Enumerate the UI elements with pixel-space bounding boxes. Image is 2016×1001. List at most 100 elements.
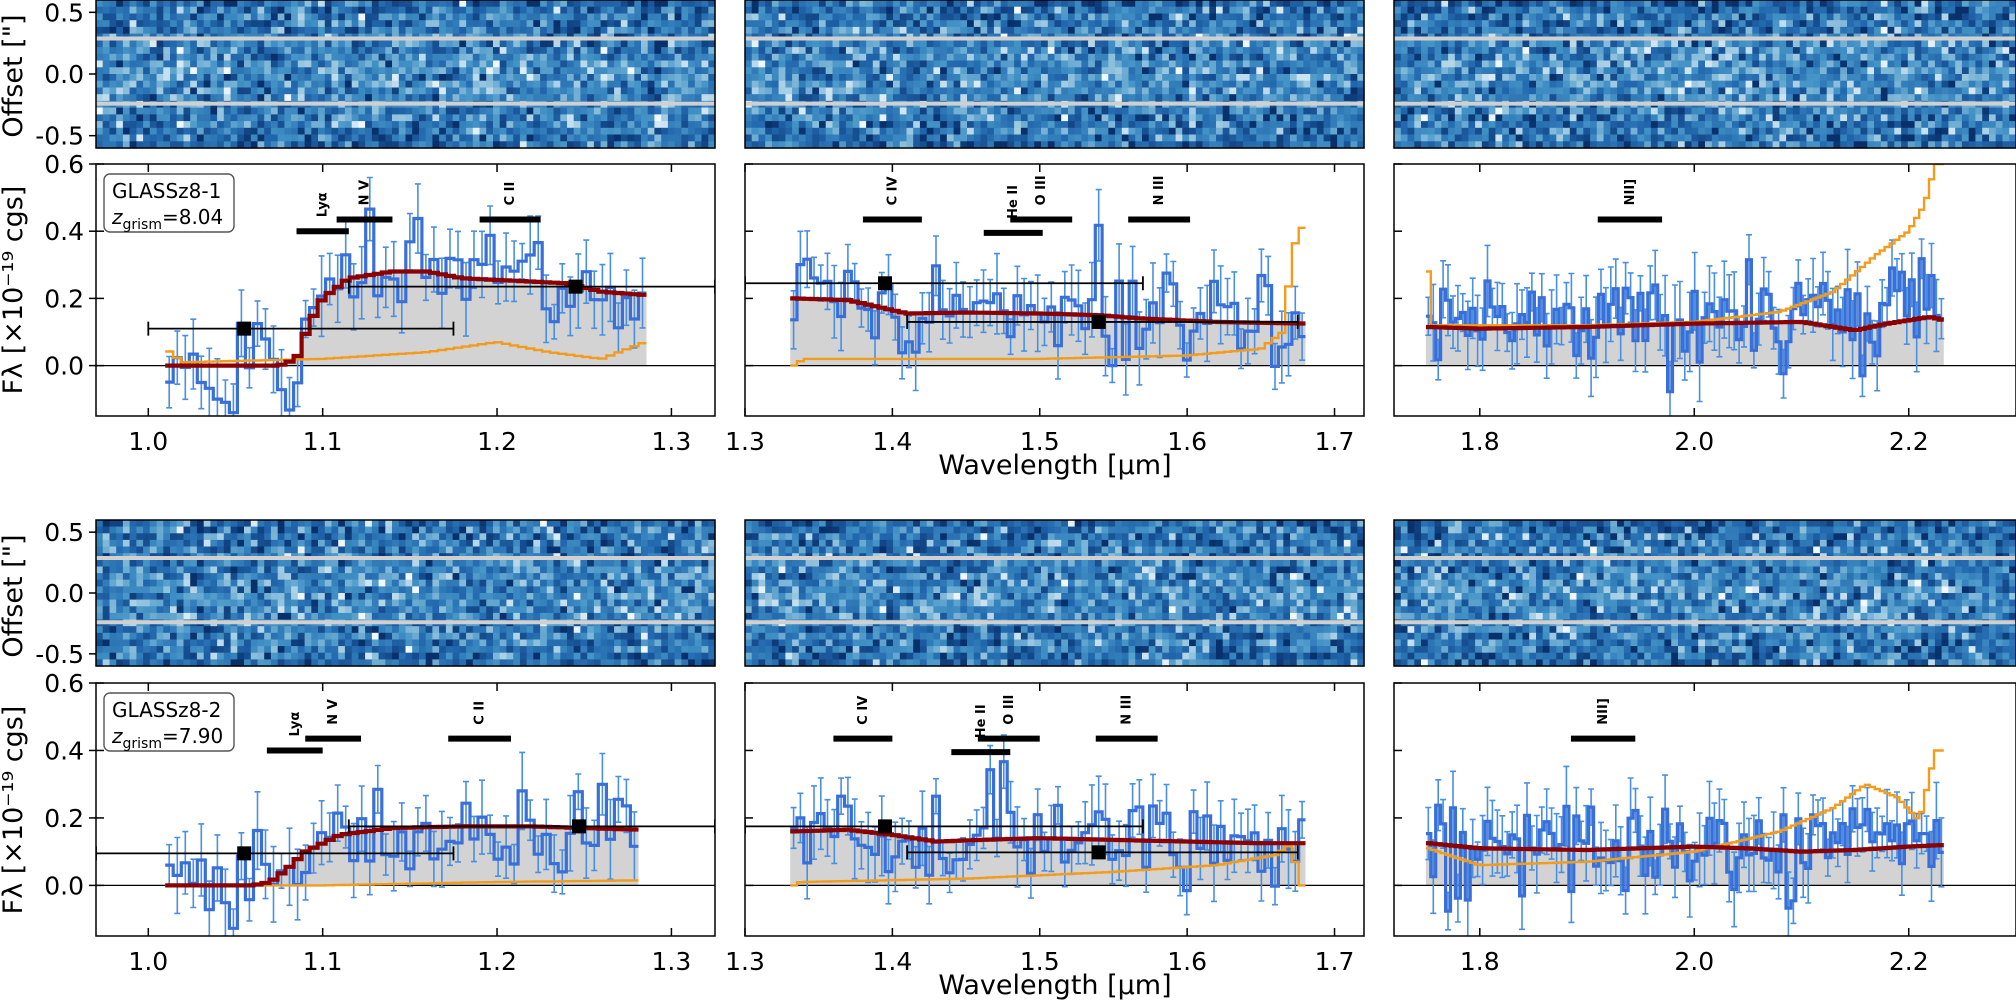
xlabel-top: Wavelength [μm] [938,450,1171,481]
flux-tick-label: 0.2 [44,284,84,313]
contamination-model [165,879,639,887]
emission-line-label: O III [1034,175,1049,205]
x-tick-label: 2.2 [1889,947,1929,976]
emission-line-marker: He II [951,704,1011,756]
photometry-point [347,819,715,834]
photometry-point [906,314,1299,329]
spectrum-2d-r1-c1 [744,519,1365,667]
object-name: GLASSz8-2 [112,698,221,722]
flux-ylabel-top: Fλ [×10⁻¹⁹ cgs] [0,186,29,395]
x-tick-label: 1.6 [1167,427,1207,456]
object-redshift: zgrism=7.90 [111,724,223,752]
offset-ylabel-top: Offset ["] [0,14,29,137]
spectrum-1d-r0-c1: C IV He II O III N III 1.3 1.4 1.5 1.6 1.7 [725,163,1365,456]
x-tick-label: 1.4 [872,427,912,456]
offset-ylabel-bottom: Offset ["] [0,534,29,657]
emission-line-label: N V [358,180,373,205]
x-tick-label: 1.8 [1460,427,1500,456]
model-fill [165,271,647,366]
photometry-point [745,276,1144,291]
x-tick-label: 1.5 [1020,427,1060,456]
emission-line-label: Lyα [288,712,303,737]
emission-line-marker: N V [336,180,393,223]
spectrum-1d-frame [744,163,1365,417]
photometry-point [147,321,455,336]
spectrum-1d-r1-c1: C IV He II O III N III 1.3 1.4 1.5 1.6 1.7 [725,682,1365,976]
emission-line-marker: N V [305,699,362,742]
observed-spectrum [1425,257,1944,394]
x-tick-label: 1.0 [128,947,168,976]
best-fit-model [1425,841,1944,854]
spectrum-1d-frame [95,163,716,417]
offset-tick-label: -0.5 [35,122,84,151]
x-tick-label: 1.3 [652,947,692,976]
best-fit-model [165,824,639,888]
spectrum-2d-r1-c0 [95,519,716,667]
x-tick-label: 1.5 [1020,947,1060,976]
emission-line-label: NII] [1623,179,1638,206]
flux-tick-label: 0.2 [44,804,84,833]
x-tick-label: 1.0 [128,427,168,456]
emission-line-marker: O III [977,695,1040,742]
x-tick-label: 1.6 [1167,947,1207,976]
spectrum-1d-r0-c0: Lyα N V C II 1.0 1.1 1.2 1.3 0.6 0.4 0.2 0.0 GLASSz… [44,150,716,456]
emission-line-marker: C IV [833,696,893,742]
flux-tick-label: 0.6 [44,669,84,698]
flux-tick-label: 0.4 [44,217,84,246]
spectrum-1d-r1-c2: NII] 1.8 2.0 2.2 [1393,682,2016,976]
spectrum-2d-pixels-r1-c0 [96,520,716,667]
object-row-glassz8-1: 0.5 0.0 -0.5 Lyα N V C II 1.0 1.1 1.2 1.3 0.6 0.4 0.… [35,0,2016,456]
xlabel-bottom: Wavelength [μm] [938,970,1171,1001]
spectrum-1d-frame [744,682,1365,937]
x-tick-label: 1.2 [477,947,517,976]
spectrum-2d-pixels-r1-c1 [745,520,1365,667]
x-tick-label: 1.3 [725,427,765,456]
spectrum-1d-frame [95,682,716,937]
emission-line-label: O III [1002,695,1017,725]
best-fit-model [790,827,1306,846]
emission-line-label: NII] [1596,698,1611,725]
emission-line-marker: N III [1095,695,1158,742]
x-tick-label: 1.3 [725,947,765,976]
spectrum-1d-frame [1393,163,2016,417]
x-tick-label: 2.0 [1674,947,1714,976]
emission-line-marker: N III [1128,175,1191,223]
emission-line-label: N III [1120,695,1135,725]
flux-tick-label: 0.0 [44,871,84,900]
emission-line-marker: He II [983,185,1043,236]
x-tick-label: 1.3 [652,427,692,456]
flux-tick-label: 0.4 [44,736,84,765]
spectrum-2d-frame [744,519,1365,667]
emission-line-marker: Lyα [296,192,349,235]
x-tick-label: 1.7 [1315,427,1355,456]
x-tick-label: 1.1 [303,427,343,456]
spectrum-2d-frame [744,0,1365,149]
emission-line-marker: Lyα [266,712,323,754]
emission-line-marker: O III [1010,175,1073,223]
best-fit-model [1425,315,1944,332]
offset-tick-label: 0.0 [44,579,84,608]
x-tick-label: 1.7 [1315,947,1355,976]
spectrum-2d-pixels-r1-c2 [1394,520,2016,667]
spectrum-2d-frame [1393,519,2016,667]
contamination-model [790,844,1306,887]
contamination-model [1425,749,1944,867]
emission-line-label: N V [326,699,341,724]
emission-line-label: C II [473,701,488,725]
spectrum-2d-pixels-r0-c0 [96,0,716,149]
object-redshift: zgrism=8.04 [111,205,223,233]
spectrum-2d-pixels-r0-c2 [1394,0,2016,149]
spectrum-2d-r1-c2 [1393,519,2016,667]
emission-line-marker: NII] [1570,698,1636,742]
object-row-glassz8-2: 0.5 0.0 -0.5 Lyα N V C II 1.0 1.1 1.2 1.3 0.6 0.4 0.… [35,518,2016,976]
spectrum-2d-r0-c0 [95,0,716,149]
emission-line-label: C IV [885,176,900,205]
emission-line-marker: NII] [1597,179,1663,223]
spectrum-2d-r0-c1 [744,0,1365,149]
emission-line-label: He II [974,704,989,738]
spectrum-1d-r0-c2: NII] 1.8 2.0 2.2 [1393,163,2016,456]
flux-tick-label: 0.6 [44,150,84,179]
